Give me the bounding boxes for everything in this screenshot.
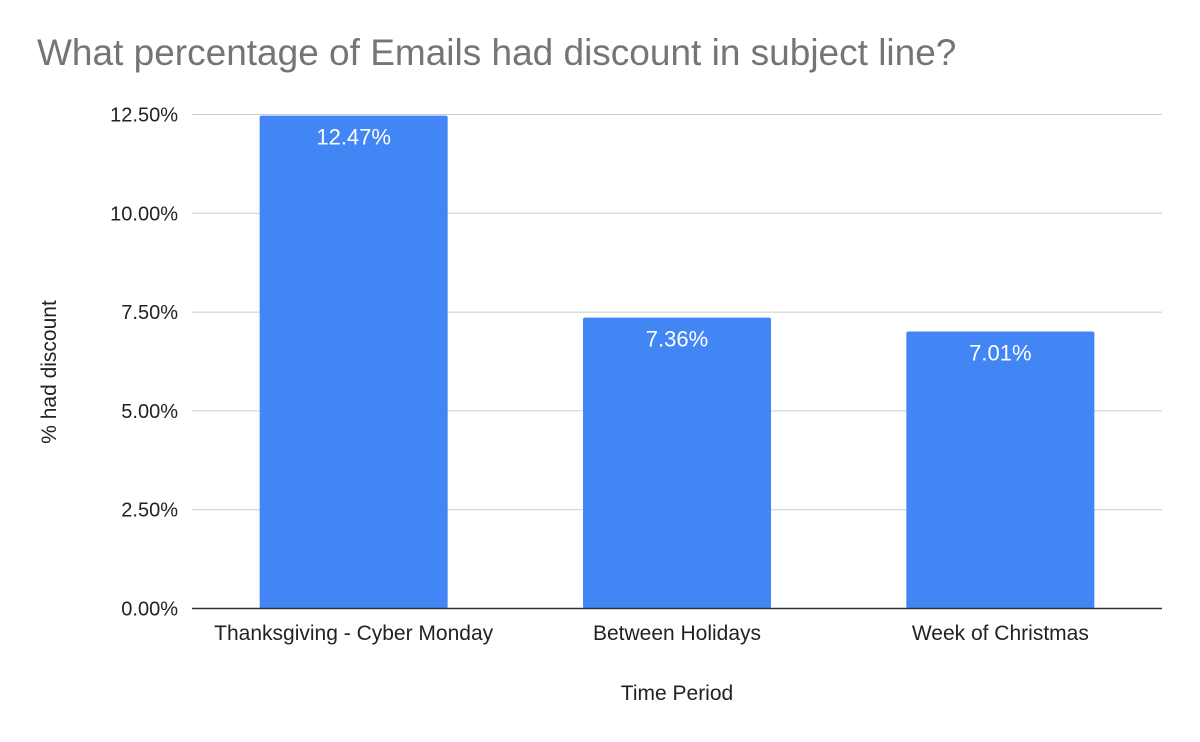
bar-data-label: 7.01% xyxy=(969,340,1031,365)
bar xyxy=(259,115,448,609)
y-tick-label: 0.00% xyxy=(121,599,178,621)
x-category-label: Week of Christmas xyxy=(912,622,1089,645)
bars: 12.47% 7.36% 7.01% xyxy=(259,115,1095,609)
y-tick-label: 5.00% xyxy=(121,401,178,423)
bar-data-label: 7.36% xyxy=(646,327,708,352)
x-axis-categories: Thanksgiving - Cyber Monday Between Holid… xyxy=(214,622,1089,645)
chart-title: What percentage of Emails had discount i… xyxy=(37,32,957,73)
y-axis-title: % had discount xyxy=(38,300,61,444)
y-axis-ticks: 0.00% 2.50% 5.00% 7.50% 10.00% 12.50% xyxy=(110,105,178,621)
y-tick-label: 7.50% xyxy=(121,302,178,324)
y-tick-label: 10.00% xyxy=(110,203,178,225)
bar-data-label: 12.47% xyxy=(316,125,391,150)
x-category-label: Between Holidays xyxy=(593,622,761,645)
bar xyxy=(583,317,771,609)
y-tick-label: 2.50% xyxy=(121,500,178,522)
x-category-label: Thanksgiving - Cyber Monday xyxy=(214,622,493,645)
y-tick-label: 12.50% xyxy=(110,105,178,127)
bar xyxy=(906,331,1095,609)
x-axis-title: Time Period xyxy=(621,682,733,705)
